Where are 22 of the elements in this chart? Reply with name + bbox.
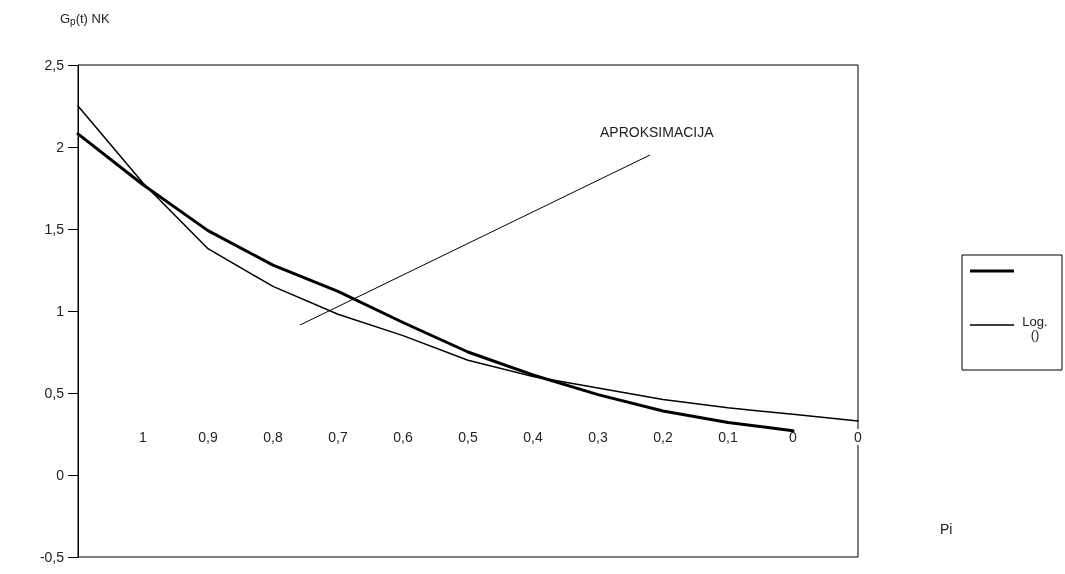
x-tick-label: 0 bbox=[789, 429, 798, 445]
y-tick-label: 2,5 bbox=[44, 57, 65, 73]
legend-label: Log. () bbox=[1022, 314, 1048, 342]
y-tick-label: 1,5 bbox=[44, 221, 65, 237]
x-tick-label: 1 bbox=[139, 429, 148, 445]
x-tick-label: 0,8 bbox=[263, 429, 283, 445]
y-tick-label: 2 bbox=[56, 139, 65, 155]
x-tick-label: 0,6 bbox=[393, 429, 413, 445]
y-tick-label: 0 bbox=[56, 467, 65, 483]
x-tick-label: 0,7 bbox=[328, 429, 348, 445]
y-tick-label: -0,5 bbox=[39, 549, 65, 565]
annotation: APROKSIMACIJA bbox=[600, 124, 715, 140]
x-tick-label: 0,1 bbox=[718, 429, 738, 445]
x-tick-label: 0,2 bbox=[653, 429, 673, 445]
x-tick-label: 0,5 bbox=[458, 429, 478, 445]
x-tick-label: 0,9 bbox=[198, 429, 218, 445]
x-tick-label: 0,4 bbox=[523, 429, 543, 445]
text: Pi bbox=[940, 521, 953, 537]
x-tick-label: 0,3 bbox=[588, 429, 608, 445]
x-tick-label: 0 bbox=[854, 429, 863, 445]
y-tick-label: 0,5 bbox=[44, 385, 65, 401]
y-tick-label: 1 bbox=[56, 303, 65, 319]
